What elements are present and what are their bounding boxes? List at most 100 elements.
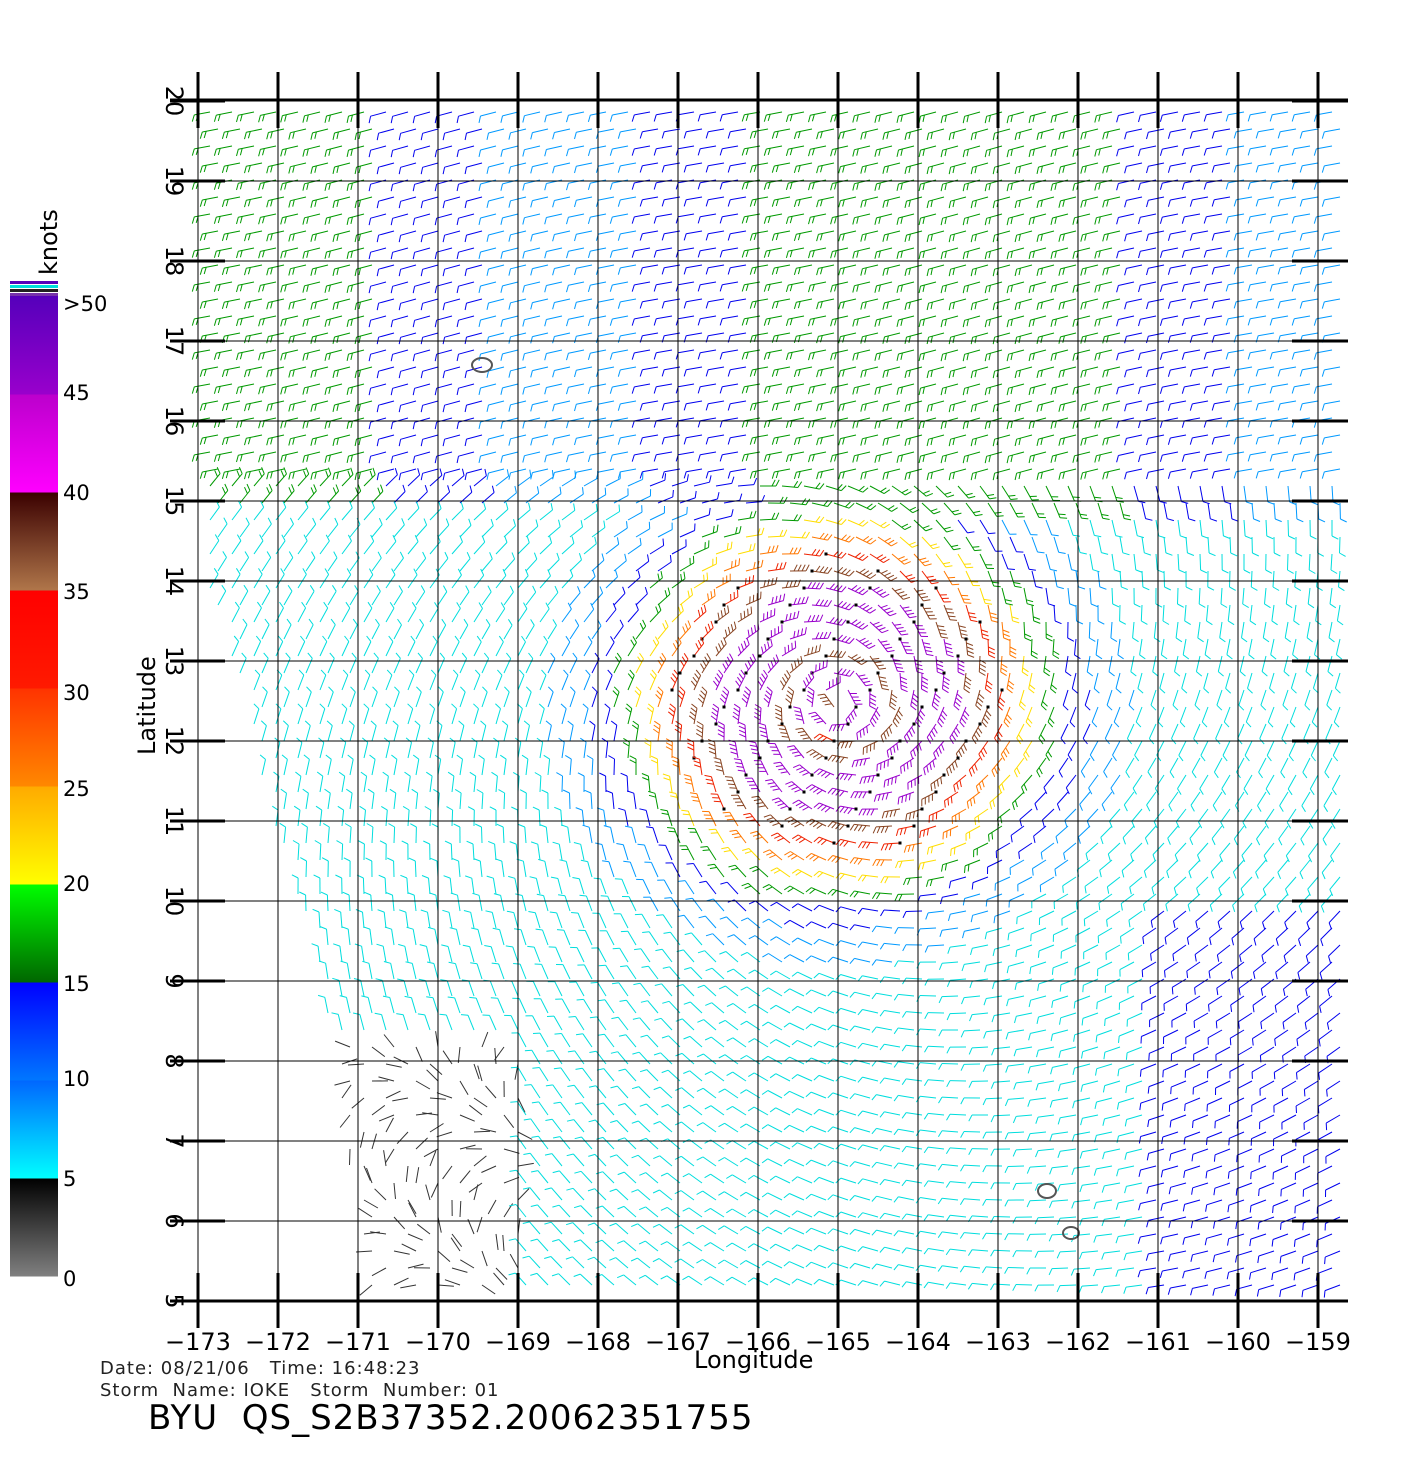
wind-barb — [639, 162, 659, 173]
wind-barb — [940, 213, 959, 226]
wind-barb — [882, 162, 901, 174]
wind-barb — [926, 162, 945, 175]
wind-barb — [236, 213, 255, 225]
wind-barb — [1014, 468, 1033, 481]
wind-barb — [199, 400, 219, 411]
rain-flag-marker — [736, 790, 740, 794]
wind-barb — [1094, 315, 1113, 327]
wind-barb — [1009, 502, 1025, 518]
wind-barb — [727, 128, 747, 139]
wind-barb — [552, 332, 571, 344]
latitude-tick-label: 18 — [160, 246, 188, 277]
wind-barb — [719, 111, 739, 122]
longitude-tick-label: −163 — [965, 1328, 1031, 1356]
wind-barb — [697, 417, 717, 428]
colorbar-overflow-stripe — [10, 289, 58, 292]
wind-barb — [1124, 366, 1143, 378]
wind-barb — [486, 230, 505, 242]
wind-barb — [199, 230, 219, 241]
wind-barb — [683, 128, 703, 139]
wind-barb — [420, 230, 439, 243]
wind-barb — [456, 145, 475, 158]
wind-barb — [705, 434, 725, 445]
wind-barb — [984, 247, 1003, 260]
wind-barb — [1189, 264, 1209, 275]
wind-barb — [544, 451, 563, 463]
wind-barb — [244, 400, 263, 412]
wind-barb — [617, 434, 637, 445]
wind-barb — [552, 264, 571, 276]
colorbar-band — [10, 688, 58, 787]
wind-barb — [376, 468, 395, 481]
wind-barb — [332, 298, 351, 311]
latitude-tick-label: 16 — [160, 406, 188, 437]
wind-barb — [346, 111, 365, 124]
wind-barb — [1036, 434, 1055, 447]
wind-barb — [1014, 264, 1033, 277]
wind-barb — [420, 128, 439, 141]
wind-barb — [816, 400, 835, 412]
wind-barb — [926, 366, 945, 379]
wind-barb — [1138, 349, 1157, 361]
wind-barb — [1255, 196, 1275, 207]
wind-barb — [1102, 162, 1121, 174]
wind-barb — [874, 349, 893, 361]
wind-barb — [552, 400, 571, 412]
wind-barb — [749, 128, 769, 139]
wind-barb — [1006, 247, 1025, 260]
wind-barb — [970, 468, 989, 481]
wind-barb — [882, 196, 901, 208]
wind-barb — [1277, 162, 1297, 173]
wind-barb — [1036, 162, 1055, 175]
longitude-tick-label: −164 — [885, 1328, 951, 1356]
wind-barb — [1277, 264, 1297, 275]
wind-barb — [962, 145, 981, 158]
wind-barb — [741, 281, 761, 292]
wind-barb — [653, 383, 673, 394]
wind-barb — [1203, 349, 1223, 360]
longitude-tick-label: −168 — [565, 1328, 631, 1356]
wind-barb — [253, 467, 265, 487]
wind-barb — [434, 213, 453, 226]
wind-barb — [1203, 451, 1223, 462]
wind-barb — [199, 434, 219, 445]
wind-barb — [368, 383, 387, 396]
wind-barb — [324, 281, 343, 293]
wind-barb — [1014, 162, 1033, 175]
wind-barb — [258, 213, 277, 225]
wind-barb — [918, 349, 937, 362]
rain-flag-marker — [1000, 688, 1004, 692]
colorbar-tick-label: 25 — [63, 777, 90, 801]
wind-barb — [442, 468, 461, 481]
wind-barb — [771, 400, 791, 411]
wind-barb — [332, 264, 351, 277]
wind-barb — [500, 451, 519, 463]
wind-barb — [1116, 247, 1135, 259]
latitude-tick-label: 17 — [160, 326, 188, 357]
wind-barb — [1299, 434, 1319, 445]
wind-barb — [639, 400, 659, 411]
wind-barb — [679, 490, 697, 504]
wind-barb — [1014, 366, 1033, 379]
wind-barb — [1233, 162, 1253, 173]
wind-barb — [464, 128, 483, 141]
wind-barb — [561, 470, 577, 487]
wind-barb — [874, 383, 893, 395]
wind-barb — [566, 383, 585, 395]
wind-barb — [354, 400, 373, 413]
wind-barb — [830, 145, 849, 157]
wind-barb — [605, 504, 621, 521]
wind-barb — [324, 383, 343, 395]
wind-barb — [1211, 468, 1231, 479]
rain-flag-marker — [912, 722, 916, 726]
wind-barb — [1058, 264, 1077, 276]
wind-barb — [1269, 281, 1289, 292]
wind-barb — [984, 349, 1003, 362]
wind-barb — [808, 247, 827, 259]
wind-barb — [904, 400, 923, 413]
rain-flag-marker — [868, 586, 872, 590]
wind-barb — [412, 383, 431, 396]
wind-barb — [1269, 451, 1289, 462]
wind-barb — [1036, 400, 1055, 413]
wind-barb — [385, 467, 398, 487]
